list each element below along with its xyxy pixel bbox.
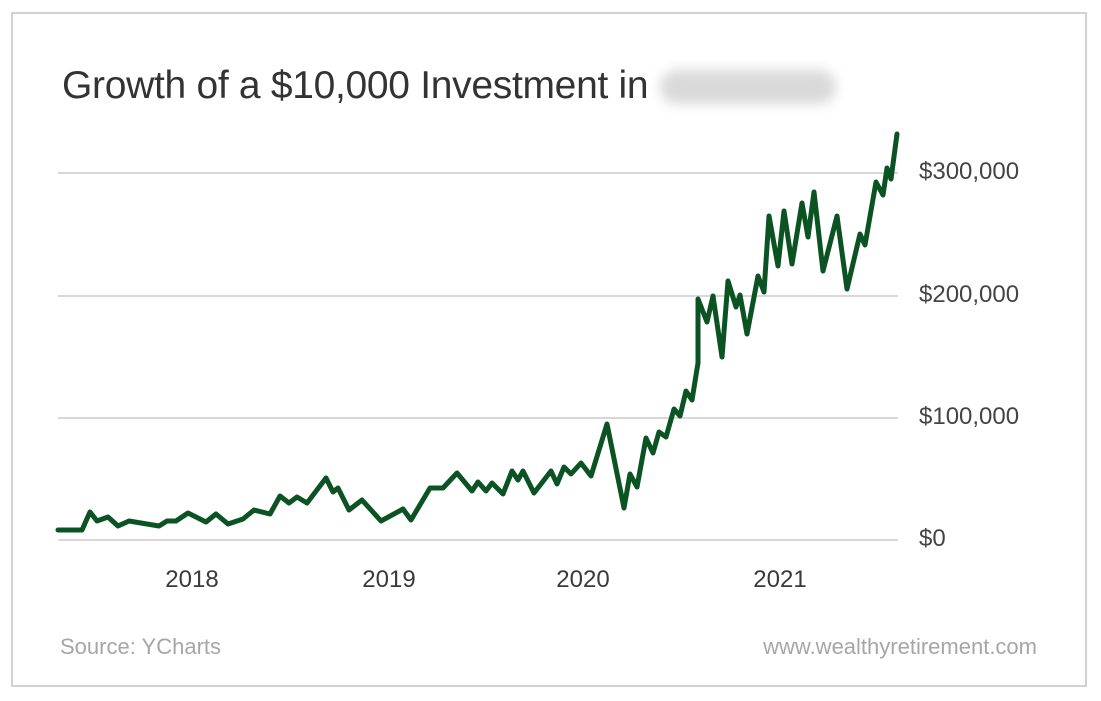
- y-tick-label: $300,000: [919, 158, 1020, 185]
- source-caption: Source: YCharts: [60, 634, 222, 659]
- chart-title: Growth of a $10,000 Investment in: [62, 64, 837, 108]
- x-tick-label: 2018: [165, 566, 219, 593]
- y-tick-label: $100,000: [919, 403, 1020, 430]
- x-tick-label: 2020: [556, 566, 610, 593]
- series-line: [55, 131, 900, 533]
- y-tick-label: $200,000: [919, 281, 1020, 308]
- chart-title-text: Growth of a $10,000 Investment in: [62, 64, 649, 107]
- y-tick-label: $0: [919, 525, 946, 552]
- website-caption: www.wealthyretirement.com: [763, 634, 1037, 659]
- gridlines: [58, 172, 898, 541]
- redacted-company-name: [660, 70, 837, 104]
- x-tick-label: 2021: [753, 566, 807, 593]
- chart-frame: [11, 12, 1087, 687]
- x-tick-label: 2019: [362, 566, 416, 593]
